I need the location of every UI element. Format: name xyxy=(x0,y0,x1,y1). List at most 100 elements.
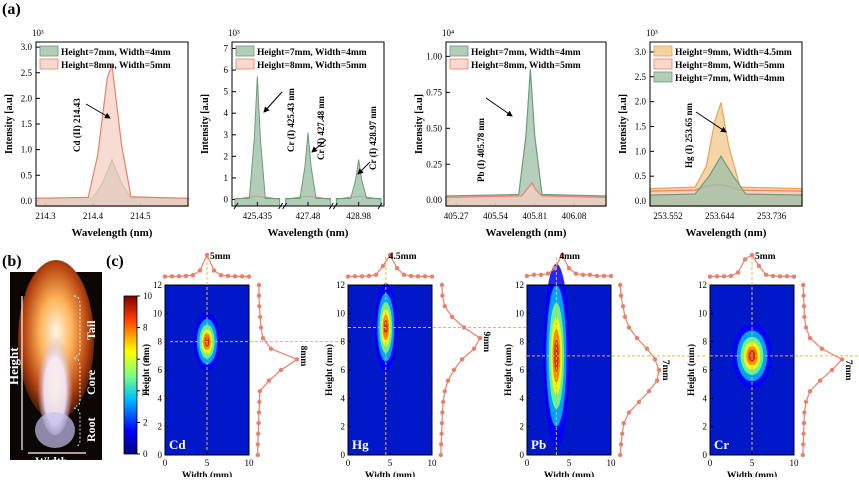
side-profile-point xyxy=(256,420,261,426)
y-tick-label: 8 xyxy=(703,337,708,347)
legend-label: Height=8mm, Width=5mm xyxy=(61,61,171,71)
element-label: Cr xyxy=(714,437,729,452)
y-tick-label: 8 xyxy=(520,337,525,347)
top-profile-point xyxy=(190,273,196,278)
top-profile-point xyxy=(366,273,372,279)
top-profile-point xyxy=(401,272,407,277)
y-axis-label: Intensity [a.u] xyxy=(414,94,425,154)
x-tick-label: 5 xyxy=(567,458,572,468)
legend-swatch xyxy=(653,45,673,57)
annotation-label: Cr (I) 428.97 nm xyxy=(368,106,378,170)
plot-frame xyxy=(231,41,385,207)
x-tick-label: 405.81 xyxy=(522,211,547,221)
y-tick-label: 2 xyxy=(158,422,163,432)
top-profile-point xyxy=(735,270,741,275)
side-profile-point xyxy=(618,293,624,298)
side-profile-point xyxy=(801,304,807,309)
spectra-panels: 10³ 0.0 0.5 1.0 1.5 2.0 2.5 3.0 Intensity [a.u] W… xyxy=(4,28,803,239)
side-profile-point xyxy=(439,442,444,447)
y-tick-label: 6 xyxy=(341,365,346,375)
side-profile-point xyxy=(445,378,451,383)
annotation-label: Cr (I) 427.48 nm xyxy=(316,96,326,160)
x-tick-label: 0 xyxy=(346,458,351,468)
side-profile-point xyxy=(654,378,660,383)
legend-label: Height=7mm, Width=4mm xyxy=(257,48,367,58)
side-profile-point xyxy=(634,335,640,341)
side-profile-point xyxy=(268,346,274,351)
legend-swatch xyxy=(449,45,469,57)
y-tick-label: 10 xyxy=(698,308,708,318)
side-profile-point xyxy=(819,346,825,351)
side-profile-point xyxy=(256,410,262,415)
side-profile-point xyxy=(622,314,628,320)
y-tick-label: 2 xyxy=(224,151,229,161)
x-tick-label: 253.552 xyxy=(653,211,682,221)
side-profile-point xyxy=(802,314,807,320)
x-tick-label: 5 xyxy=(750,458,755,468)
side-profile-point xyxy=(477,335,483,341)
y-tick-label: 0.5 xyxy=(21,170,33,180)
top-profile-label: 5mm xyxy=(755,252,776,262)
x-axis-label: Width (mm) xyxy=(544,470,594,477)
top-profile-point xyxy=(552,266,558,271)
y-tick-label: 2 xyxy=(703,422,708,432)
heatmap-intensity-contour xyxy=(554,339,559,372)
side-profile-point xyxy=(801,431,806,436)
legend-label: Height=7mm, Width=4mm xyxy=(61,48,171,58)
flame-label-height: Height xyxy=(6,347,21,385)
side-profile-point xyxy=(438,452,443,458)
y-exponent: 10³ xyxy=(646,28,658,38)
y-axis-label: Intensity [a.u] xyxy=(4,94,15,154)
legend-swatch xyxy=(235,58,255,70)
side-profile-point xyxy=(626,410,632,415)
x-tick-label: 0 xyxy=(525,458,530,468)
y-axis-label: Intensity [a.u] xyxy=(618,94,629,154)
top-profile-point xyxy=(742,257,748,262)
top-profile-point xyxy=(429,274,435,279)
side-profile-point xyxy=(439,420,445,426)
top-profile-point xyxy=(204,252,210,258)
legend-label: Height=8mm, Width=5mm xyxy=(471,61,581,71)
y-tick-label: 2.0 xyxy=(635,97,647,107)
y-exponent: 10⁴ xyxy=(442,28,454,38)
x-axis-label: Wavelength (nm) xyxy=(486,227,567,239)
side-profile-point xyxy=(255,442,260,447)
side-profile-point xyxy=(255,452,260,458)
side-profile-point xyxy=(441,399,446,405)
y-axis-label: Height (mm) xyxy=(503,344,514,396)
series-area-2 xyxy=(35,64,189,207)
side-profile-point xyxy=(652,357,658,362)
legend-label: Height=7mm, Width=4mm xyxy=(471,48,581,58)
y-tick-label: 8 xyxy=(158,337,163,347)
side-profile-label: 7mm xyxy=(660,360,670,381)
x-tick-label: 10 xyxy=(428,458,438,468)
side-profile-point xyxy=(442,389,447,394)
y-tick-label: 3 xyxy=(224,130,229,140)
side-profile-point xyxy=(618,282,623,288)
x-tick-label: 428.98 xyxy=(346,211,371,221)
colorbar: 0 2 4 6 8 10 xyxy=(123,291,153,459)
side-profile-point xyxy=(294,357,300,362)
x-tick-label: 214.5 xyxy=(130,211,151,221)
y-tick-label: 0 xyxy=(703,450,708,460)
side-profile-point xyxy=(644,346,650,351)
y-tick-label: 6 xyxy=(703,365,708,375)
top-profile-point xyxy=(714,274,720,279)
x-tick-label: 214.3 xyxy=(35,211,56,221)
top-profile-point xyxy=(380,263,386,269)
annotation-arrow xyxy=(485,97,513,117)
y-tick-label: 1.5 xyxy=(21,119,33,129)
x-tick-label: 427.48 xyxy=(296,211,321,221)
side-profile-point xyxy=(451,367,457,373)
top-profile-point xyxy=(211,268,217,273)
y-tick-label: 1 xyxy=(224,173,229,183)
side-profile-point xyxy=(801,282,806,288)
annotation-arrow xyxy=(357,161,371,175)
legend-label: Height=8mm, Width=5mm xyxy=(257,61,367,71)
plot-frame xyxy=(445,41,607,207)
y-axis-label: Height (mm) xyxy=(324,344,335,396)
side-profile-point xyxy=(803,325,809,330)
y-tick-label: 1.5 xyxy=(635,121,647,131)
y-tick-label: 6 xyxy=(158,365,163,375)
x-tick-label: 0 xyxy=(163,458,168,468)
